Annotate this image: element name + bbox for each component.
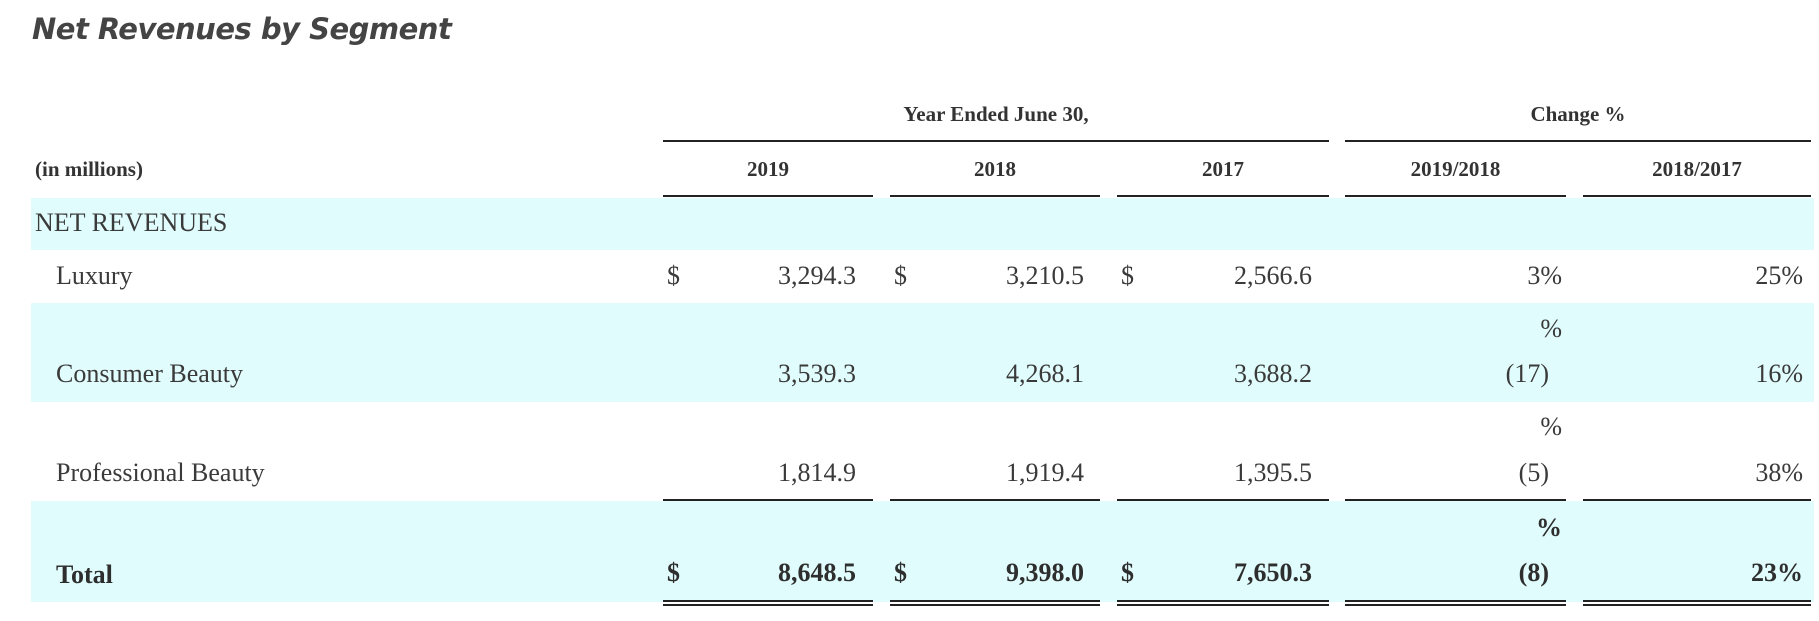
- change-2018-2017: 16%: [1755, 359, 1803, 388]
- header-group-years-rule: [663, 140, 1329, 142]
- header-rule-change1: [1345, 195, 1566, 197]
- row-band-consumer-beauty: [31, 303, 1814, 402]
- change-2019-2018: 3%: [1527, 261, 1562, 290]
- total-change-2019-2018: (8): [1518, 558, 1549, 587]
- change-2019-2018: (17): [1505, 359, 1549, 388]
- currency-symbol: $: [894, 558, 907, 587]
- value-2018: 1,919.4: [1006, 458, 1084, 487]
- header-rule-2019: [663, 195, 873, 197]
- row-label: Consumer Beauty: [56, 359, 244, 388]
- currency-symbol: $: [1121, 558, 1134, 587]
- total-label: Total: [56, 560, 113, 589]
- currency-symbol: $: [894, 261, 907, 290]
- header-col-2019: 2019: [747, 157, 789, 181]
- total-double-rule-change2: [1583, 600, 1811, 606]
- total-change-2018-2017: 23%: [1751, 558, 1803, 587]
- total-double-rule-change1: [1345, 600, 1566, 606]
- total-double-rule-2017: [1117, 600, 1329, 606]
- total-double-rule-2019: [663, 600, 873, 606]
- row-label: Professional Beauty: [56, 458, 265, 487]
- header-col-2017: 2017: [1202, 157, 1244, 181]
- header-group-change-rule: [1345, 140, 1811, 142]
- header-col-2018: 2018: [974, 157, 1016, 181]
- percent-symbol: %: [1540, 314, 1562, 343]
- subtotal-rule-2017: [1117, 499, 1329, 501]
- section-label: NET REVENUES: [35, 208, 228, 237]
- currency-symbol: $: [1121, 261, 1134, 290]
- row-band-total: [31, 501, 1814, 602]
- subtotal-rule-change2: [1583, 499, 1811, 501]
- value-2017: 3,688.2: [1234, 359, 1312, 388]
- change-2018-2017: 38%: [1755, 458, 1803, 487]
- value-2019: 3,539.3: [778, 359, 856, 388]
- value-2017: 2,566.6: [1234, 261, 1312, 290]
- value-2018: 3,210.5: [1006, 261, 1084, 290]
- value-2017: 1,395.5: [1234, 458, 1312, 487]
- percent-symbol: %: [1536, 513, 1562, 542]
- section-band: [31, 198, 1814, 250]
- subtotal-rule-2018: [890, 499, 1100, 501]
- change-2018-2017: 25%: [1755, 261, 1803, 290]
- page-title: Net Revenues by Segment: [32, 12, 452, 46]
- header-rule-2017: [1117, 195, 1329, 197]
- header-group-change: Change %: [1530, 102, 1626, 126]
- header-col-change-2019-2018: 2019/2018: [1410, 157, 1501, 181]
- header-group-years: Year Ended June 30,: [903, 102, 1089, 126]
- header-rule-2018: [890, 195, 1100, 197]
- header-units: (in millions): [35, 157, 143, 181]
- change-2019-2018: (5): [1518, 458, 1549, 487]
- value-2018: 4,268.1: [1006, 359, 1084, 388]
- value-2019: 1,814.9: [778, 458, 856, 487]
- percent-symbol: %: [1540, 412, 1562, 441]
- header-col-change-2018-2017: 2018/2017: [1652, 157, 1742, 181]
- currency-symbol: $: [667, 261, 680, 290]
- row-label: Luxury: [56, 261, 133, 290]
- total-2019: 8,648.5: [778, 558, 856, 587]
- total-2017: 7,650.3: [1234, 558, 1312, 587]
- total-2018: 9,398.0: [1006, 558, 1084, 587]
- subtotal-rule-change1: [1345, 499, 1566, 501]
- currency-symbol: $: [667, 558, 680, 587]
- value-2019: 3,294.3: [778, 261, 856, 290]
- total-double-rule-2018: [890, 600, 1100, 606]
- subtotal-rule-2019: [663, 499, 873, 501]
- header-rule-change2: [1583, 195, 1811, 197]
